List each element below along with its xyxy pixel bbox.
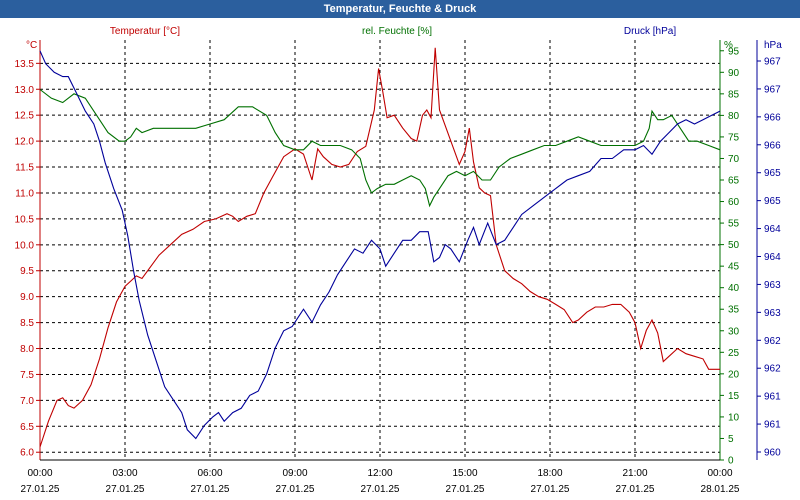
series-lines xyxy=(39,47,721,448)
press-tick-label: 966 xyxy=(764,112,781,123)
hum-tick-label: 5 xyxy=(728,434,734,445)
axes xyxy=(36,40,761,461)
temp-tick-label: 9.5 xyxy=(20,266,34,277)
press-tick-label: 962 xyxy=(764,336,781,347)
x-tick-time: 09:00 xyxy=(282,468,307,479)
x-tick-time: 00:00 xyxy=(27,468,52,479)
x-tick-time: 18:00 xyxy=(537,468,562,479)
temp-tick-label: 12.5 xyxy=(15,111,35,122)
x-tick-time: 03:00 xyxy=(112,468,137,479)
hum-tick-label: 35 xyxy=(728,305,740,316)
hum-tick-label: 0 xyxy=(728,456,734,467)
press-tick-label: 962 xyxy=(764,364,781,375)
temp-tick-label: 13.5 xyxy=(15,59,35,70)
temp-tick-label: 10.5 xyxy=(15,214,35,225)
hum-tick-label: 10 xyxy=(728,412,740,423)
temp-tick-label: 7.0 xyxy=(20,396,34,407)
temp-tick-label: 11.0 xyxy=(15,188,34,199)
hum-tick-label: 45 xyxy=(728,262,740,273)
press-tick-label: 964 xyxy=(764,224,781,235)
x-tick-time: 21:00 xyxy=(622,468,647,479)
temp-tick-label: 8.5 xyxy=(20,318,34,329)
hum-tick-label: 40 xyxy=(728,283,740,294)
x-tick-date: 27.01.25 xyxy=(361,484,400,495)
temp-tick-label: 11.5 xyxy=(15,163,34,174)
window-title: Temperatur, Feuchte & Druck xyxy=(0,0,800,18)
x-tick-date: 27.01.25 xyxy=(191,484,230,495)
hum-unit-label: % xyxy=(724,40,733,51)
temp-tick-label: 6.0 xyxy=(20,448,34,459)
temp-tick-label: 7.5 xyxy=(20,370,34,381)
x-tick-date: 27.01.25 xyxy=(276,484,315,495)
press-tick-label: 961 xyxy=(764,420,781,431)
hum-tick-label: 25 xyxy=(728,348,740,359)
series-line-hum xyxy=(39,89,721,208)
hum-tick-label: 65 xyxy=(728,176,740,187)
press-tick-label: 965 xyxy=(764,196,781,207)
hum-tick-label: 15 xyxy=(728,391,740,402)
x-tick-date: 28.01.25 xyxy=(701,484,740,495)
press-tick-label: 960 xyxy=(764,448,781,459)
axis-labels: 00:00 27.01.25 03:00 27.01.25 06:00 27.01.25 0… xyxy=(15,26,783,495)
legend-press: Druck [hPa] xyxy=(624,26,676,37)
temp-tick-label: 13.0 xyxy=(15,85,35,96)
press-tick-label: 966 xyxy=(764,140,781,151)
press-tick-label: 965 xyxy=(764,168,781,179)
hum-tick-label: 95 xyxy=(728,46,740,57)
press-tick-label: 964 xyxy=(764,252,781,263)
hum-tick-label: 50 xyxy=(728,240,740,251)
hum-tick-label: 80 xyxy=(728,111,740,122)
press-tick-label: 961 xyxy=(764,392,781,403)
temp-unit-label: °C xyxy=(26,40,37,51)
temp-tick-label: 8.0 xyxy=(20,344,34,355)
legend-temp: Temperatur [°C] xyxy=(110,26,180,37)
x-tick-date: 27.01.25 xyxy=(21,484,60,495)
press-tick-label: 967 xyxy=(764,84,781,95)
x-tick-date: 27.01.25 xyxy=(446,484,485,495)
x-tick-time: 15:00 xyxy=(452,468,477,479)
series-line-temp xyxy=(39,47,720,448)
press-unit-label: hPa xyxy=(764,40,782,51)
hum-tick-label: 75 xyxy=(728,132,740,143)
x-tick-date: 27.01.25 xyxy=(531,484,570,495)
temp-tick-label: 6.5 xyxy=(20,422,34,433)
press-tick-label: 963 xyxy=(764,308,781,319)
hum-tick-label: 90 xyxy=(728,68,740,79)
legend-hum: rel. Feuchte [%] xyxy=(362,26,432,37)
hum-tick-label: 70 xyxy=(728,154,740,165)
x-tick-date: 27.01.25 xyxy=(616,484,655,495)
hum-tick-label: 85 xyxy=(728,89,740,100)
x-tick-date: 27.01.25 xyxy=(106,484,145,495)
hum-tick-label: 30 xyxy=(728,326,740,337)
hum-tick-label: 55 xyxy=(728,219,740,230)
temp-tick-label: 12.0 xyxy=(15,137,35,148)
hum-tick-label: 60 xyxy=(728,197,740,208)
series-line-press xyxy=(39,50,721,440)
temp-tick-label: 9.0 xyxy=(20,292,34,303)
hum-tick-label: 20 xyxy=(728,369,740,380)
press-tick-label: 963 xyxy=(764,280,781,291)
temp-tick-label: 10.0 xyxy=(15,240,35,251)
x-tick-time: 06:00 xyxy=(197,468,222,479)
x-tick-time: 00:00 xyxy=(707,468,732,479)
press-tick-label: 967 xyxy=(764,57,781,68)
x-tick-time: 12:00 xyxy=(367,468,392,479)
